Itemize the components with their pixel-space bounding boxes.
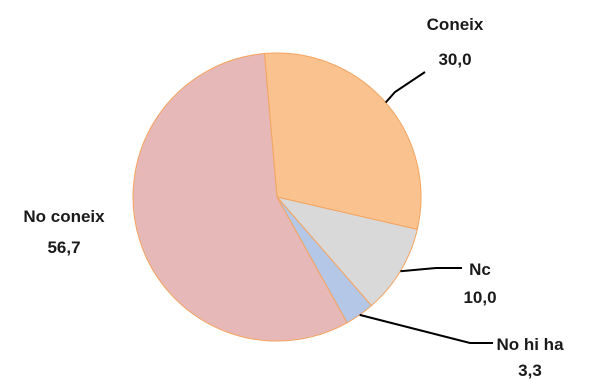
label-no-hi-ha-name: No hi ha — [496, 335, 564, 354]
leader-line-coneix — [384, 71, 426, 104]
slice-no-coneix — [132, 53, 348, 342]
slice-coneix — [263, 52, 422, 230]
leader-lines — [359, 71, 493, 344]
label-nc-name: Nc — [469, 260, 491, 279]
label-no-hi-ha-value: 3,3 — [518, 361, 542, 380]
label-no-coneix-value: 56,7 — [47, 238, 80, 257]
leader-line-no-hi-ha — [359, 313, 493, 344]
label-coneix-value: 30,0 — [438, 50, 471, 69]
leader-line-nc — [400, 267, 462, 273]
label-no-coneix-name: No coneix — [23, 207, 105, 226]
pie-slices — [132, 52, 422, 342]
label-nc-value: 10,0 — [463, 288, 496, 307]
label-coneix-name: Coneix — [427, 15, 484, 34]
